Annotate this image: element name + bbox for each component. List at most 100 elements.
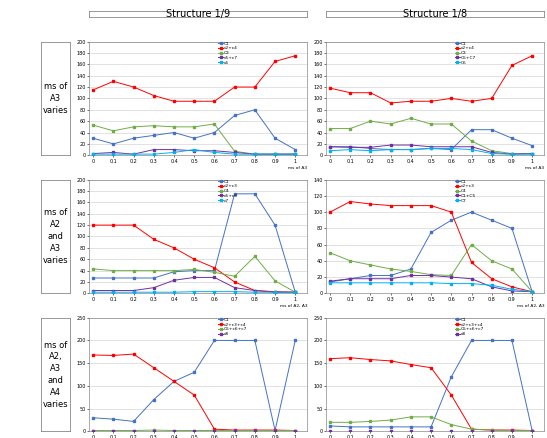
Legend: C1, c2+c3+c4, C5+c6+c7, c8: C1, c2+c3+c4, C5+c6+c7, c8 bbox=[218, 318, 248, 336]
C3 bbox=[529, 151, 536, 156]
c2+c3 bbox=[448, 209, 455, 215]
C4 bbox=[191, 267, 197, 272]
C1 bbox=[488, 127, 495, 132]
C1 bbox=[231, 113, 238, 118]
c5+c7 bbox=[191, 148, 197, 153]
c6 bbox=[130, 152, 137, 157]
c8 bbox=[367, 428, 374, 433]
c2+c3+c4 bbox=[171, 379, 177, 384]
Line: c5+c7: c5+c7 bbox=[92, 148, 296, 155]
C6 bbox=[327, 148, 333, 153]
C5+c6+c7 bbox=[211, 428, 218, 433]
C1 bbox=[387, 424, 394, 430]
c7 bbox=[150, 290, 157, 295]
C4 bbox=[529, 289, 536, 294]
C1 bbox=[448, 374, 455, 379]
C3 bbox=[347, 126, 353, 131]
C5+c6+c7 bbox=[387, 417, 394, 423]
C5+c6+c7 bbox=[428, 414, 434, 420]
Line: C6: C6 bbox=[329, 147, 533, 155]
C1 bbox=[529, 143, 536, 148]
C1 bbox=[448, 218, 455, 223]
c8 bbox=[171, 428, 177, 433]
C5+c6+c7 bbox=[327, 420, 333, 425]
C5+C7 bbox=[347, 145, 353, 150]
c8 bbox=[110, 428, 117, 433]
C1+C5 bbox=[347, 276, 353, 281]
Line: c2+c3+c4: c2+c3+c4 bbox=[92, 353, 296, 432]
c2+c3 bbox=[130, 223, 137, 228]
C5+c6+c7 bbox=[509, 428, 515, 433]
c2+c3 bbox=[231, 279, 238, 285]
c2+c3 bbox=[488, 276, 495, 281]
C3 bbox=[130, 124, 137, 130]
C4 bbox=[150, 268, 157, 273]
c2+c3+c4 bbox=[448, 392, 455, 398]
C5+C7 bbox=[488, 150, 495, 155]
c8 bbox=[408, 428, 414, 433]
c2+c3 bbox=[110, 223, 117, 228]
C1 bbox=[90, 415, 96, 420]
c2+c4 bbox=[387, 100, 394, 106]
C5+c6+c7 bbox=[231, 428, 238, 433]
C6 bbox=[488, 151, 495, 156]
C6 bbox=[529, 152, 536, 157]
C4 bbox=[90, 266, 96, 272]
Line: C5+C7: C5+C7 bbox=[329, 144, 533, 155]
c2+c4 bbox=[130, 85, 137, 90]
C3 bbox=[90, 123, 96, 128]
C4 bbox=[252, 254, 258, 259]
Line: c7: c7 bbox=[92, 290, 296, 293]
C4 bbox=[130, 268, 137, 273]
c8 bbox=[488, 428, 495, 433]
C1 bbox=[292, 290, 299, 295]
C5+c6+c7 bbox=[252, 428, 258, 433]
C1 bbox=[347, 144, 353, 149]
c8 bbox=[150, 428, 157, 433]
C3 bbox=[408, 116, 414, 121]
C5+c6+c7 bbox=[488, 427, 495, 433]
c2+c4 bbox=[367, 90, 374, 95]
Line: c8: c8 bbox=[329, 429, 533, 432]
c7 bbox=[292, 290, 299, 295]
C1 bbox=[130, 276, 137, 281]
C5+C7 bbox=[367, 145, 374, 150]
c5+c7 bbox=[130, 152, 137, 157]
c2+c4 bbox=[448, 96, 455, 101]
c6 bbox=[292, 152, 299, 157]
C3 bbox=[327, 126, 333, 131]
Line: c2+c4: c2+c4 bbox=[329, 54, 533, 104]
c2+c3 bbox=[150, 237, 157, 242]
c6 bbox=[191, 147, 197, 152]
c8 bbox=[231, 428, 238, 433]
C5+C7 bbox=[468, 144, 475, 149]
c8 bbox=[529, 428, 536, 433]
Line: C4: C4 bbox=[92, 255, 296, 293]
c2+c3+c4 bbox=[347, 355, 353, 360]
c8 bbox=[191, 428, 197, 433]
Line: C5+c6+c7: C5+c6+c7 bbox=[92, 429, 296, 432]
c5+c7 bbox=[171, 147, 177, 152]
c2+c3+c4 bbox=[408, 362, 414, 367]
c2+c3+c4 bbox=[468, 427, 475, 432]
C1 bbox=[468, 209, 475, 215]
c2+c3+c4 bbox=[90, 352, 96, 357]
Text: ms of
A2,
A3
and
A4
varies: ms of A2, A3 and A4 varies bbox=[43, 341, 68, 409]
C1 bbox=[150, 276, 157, 281]
C1 bbox=[347, 424, 353, 430]
Legend: C1, c2+c3+c4, C5+c6+c7, c8: C1, c2+c3+c4, C5+c6+c7, c8 bbox=[455, 318, 485, 336]
c2+c3 bbox=[347, 199, 353, 204]
C3 bbox=[191, 124, 197, 130]
C1 bbox=[272, 428, 278, 433]
C1+C5 bbox=[428, 273, 434, 278]
c2+c3+c4 bbox=[529, 428, 536, 433]
c2+c4 bbox=[252, 85, 258, 90]
C1 bbox=[468, 127, 475, 132]
C6 bbox=[468, 147, 475, 152]
Legend: C1, c2+c4, C3, C5+C7, C6: C1, c2+c4, C3, C5+C7, C6 bbox=[455, 42, 476, 65]
C1 bbox=[110, 417, 117, 422]
C1 bbox=[191, 370, 197, 375]
c2+c3 bbox=[468, 260, 475, 265]
C6 bbox=[347, 147, 353, 152]
c2+c4 bbox=[191, 99, 197, 104]
